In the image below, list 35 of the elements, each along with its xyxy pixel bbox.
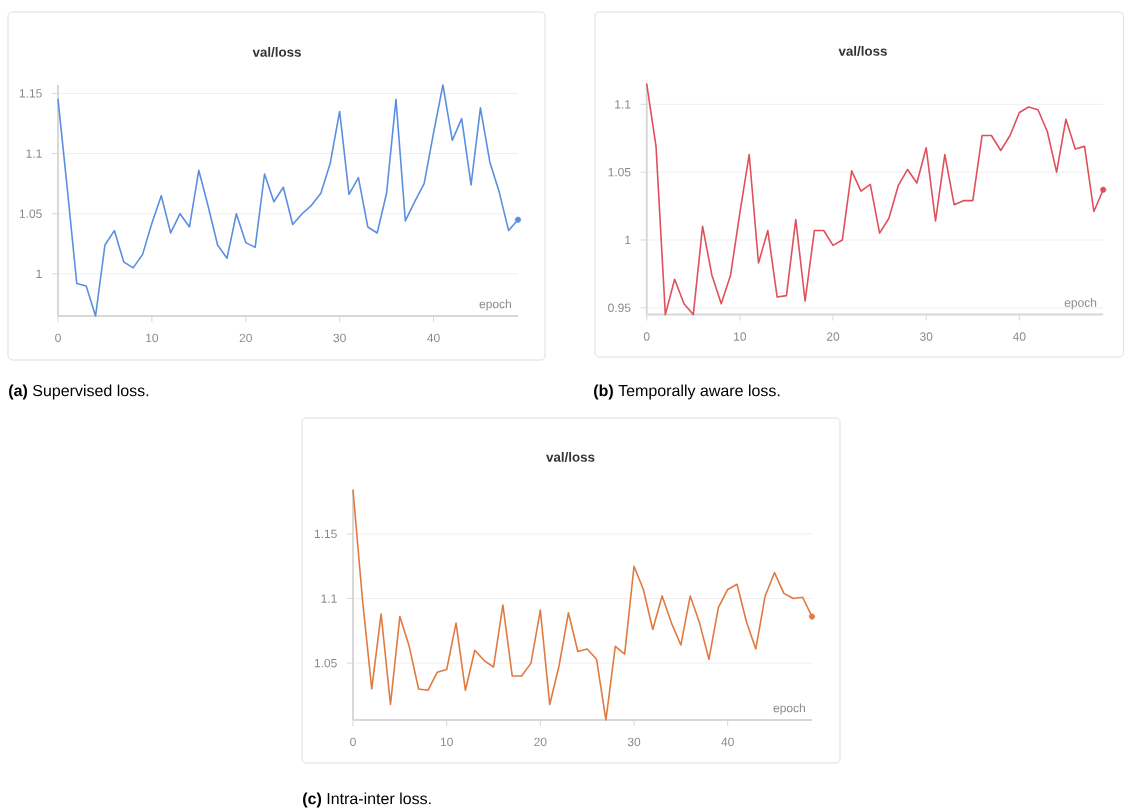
x-tick-label: 20 xyxy=(534,737,547,747)
y-tick-label: 1 xyxy=(625,235,631,245)
x-tick-label: 20 xyxy=(826,332,840,341)
x-tick-label: 0 xyxy=(643,332,650,341)
y-tick-label: 1.15 xyxy=(19,89,42,98)
y-tick-label: 0.95 xyxy=(608,303,631,313)
x-tick-label: 40 xyxy=(721,737,734,747)
x-tick-label: 30 xyxy=(333,333,346,343)
x-tick-label: 40 xyxy=(1012,332,1026,341)
x-axis-title: epoch xyxy=(1064,297,1097,310)
y-tick-label: 1.05 xyxy=(19,209,42,218)
y-tick-label: 1.05 xyxy=(314,658,337,668)
y-tick-label: 1.1 xyxy=(26,149,42,158)
x-tick-label: 30 xyxy=(627,737,641,747)
x-tick-label: 10 xyxy=(146,333,159,343)
text: (c) Intra-inter loss. xyxy=(303,792,431,808)
chart-title: val/loss xyxy=(838,46,887,56)
y-tick-label: 1.05 xyxy=(608,167,631,177)
x-tick-label: 10 xyxy=(440,737,453,747)
x-tick-label: 30 xyxy=(919,332,933,341)
x-tick-label: 0 xyxy=(55,333,61,343)
y-tick-label: 1 xyxy=(36,269,42,279)
x-axis-title: epoch xyxy=(773,703,805,715)
y-tick-label: 1.15 xyxy=(314,529,337,539)
text: (b) Temporally aware loss. xyxy=(594,384,780,400)
text: (a) Supervised loss. xyxy=(9,384,149,400)
x-tick-label: 0 xyxy=(350,737,356,747)
x-axis-title: epoch xyxy=(479,299,511,311)
chart-title: val/loss xyxy=(546,452,595,462)
x-tick-label: 40 xyxy=(427,333,440,343)
y-tick-label: 1.1 xyxy=(321,594,337,603)
x-tick-label: 10 xyxy=(734,332,747,341)
x-tick-label: 20 xyxy=(239,333,252,343)
chart-title: val/loss xyxy=(252,47,301,57)
y-tick-label: 1.1 xyxy=(615,100,631,109)
